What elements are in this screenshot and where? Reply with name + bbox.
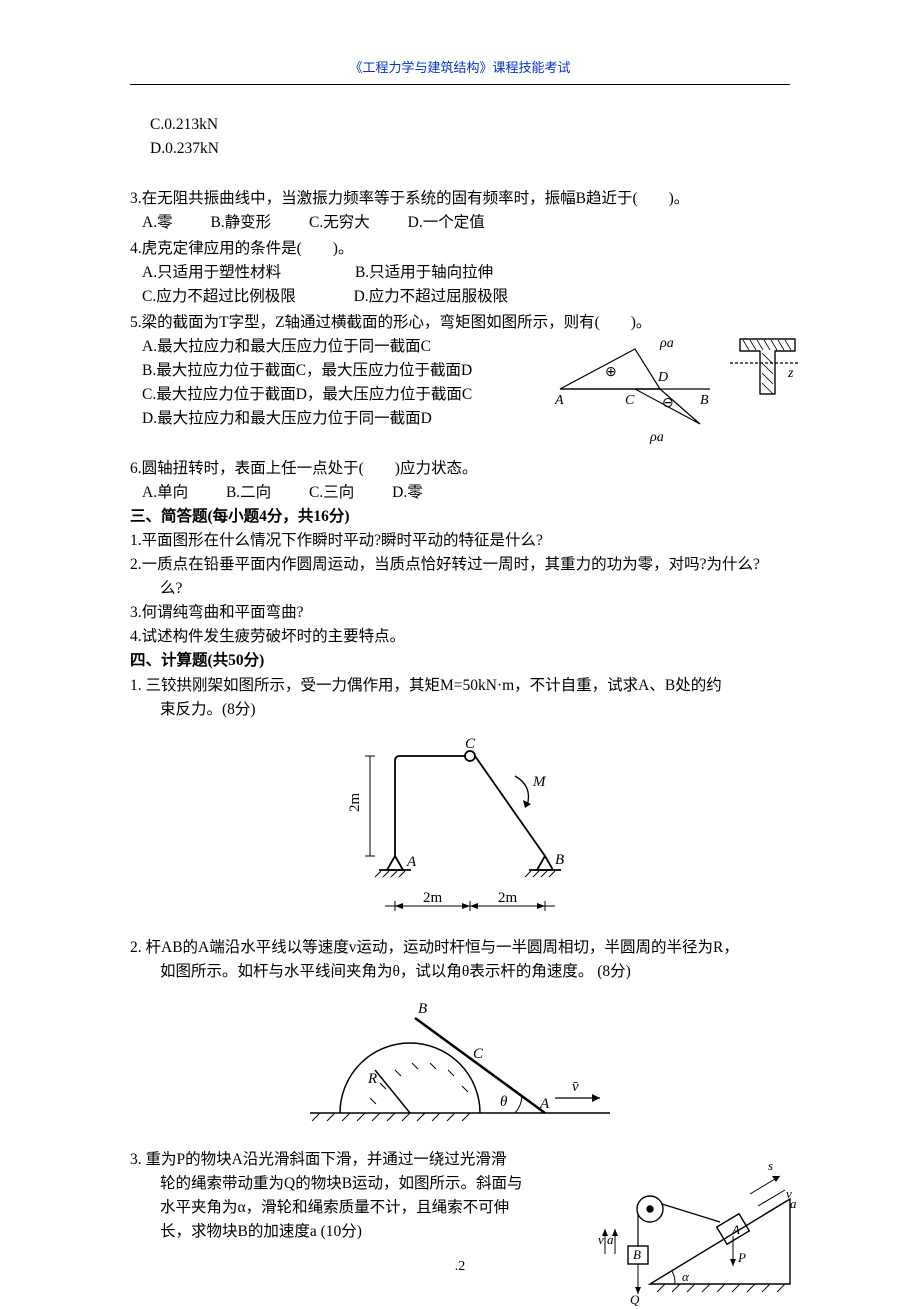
f2-th: θ	[500, 1094, 508, 1110]
q5-Bl: B	[700, 393, 709, 408]
f1-B: B	[555, 852, 564, 868]
f1-h: 2m	[347, 792, 363, 812]
q4-row2: C.应力不超过比例极限 D.应力不超过屈服极限	[130, 285, 790, 309]
f3-A: A	[731, 1222, 740, 1237]
q5-pa2: ρa	[649, 430, 664, 445]
f1-w2: 2m	[498, 890, 518, 906]
page-footer: .2	[0, 1256, 920, 1278]
sec3-q2: 2.一质点在铅垂平面内作圆周运动，当质点恰好转过一周时，其重力的功为零，对吗?为…	[130, 553, 790, 577]
q5-figure: ρa ⊕ ⊖ A C D B ρa	[550, 329, 800, 449]
q6-A: A.单向	[142, 481, 188, 505]
q6-C: C.三向	[309, 481, 354, 505]
q3-options: A.零 B.静变形 C.无穷大 D.一个定值	[130, 211, 790, 235]
sec4-q2l2: 如图所示。如杆与水平线间夹角为θ，试以角θ表示杆的角速度。 (8分)	[130, 960, 790, 984]
q5-C: C	[625, 393, 635, 408]
q4-D: D.应力不超过屈服极限	[354, 285, 509, 309]
sec4-fig2: R B C θ A v̄	[300, 988, 620, 1138]
q6-stem: 6.圆轴扭转时，表面上任一点处于( )应力状态。	[130, 457, 790, 481]
q6-D: D.零	[392, 481, 423, 505]
opt-c: C.0.213kN	[130, 113, 790, 137]
f2-B: B	[418, 1001, 427, 1017]
f3-Q: Q	[630, 1292, 640, 1307]
sec3-q1: 1.平面图形在什么情况下作瞬时平动?瞬时平动的特征是什么?	[130, 529, 790, 553]
f1-A: A	[406, 854, 417, 870]
sec4-q2l1: 2. 杆AB的A端沿水平线以等速度v运动，运动时杆恒与一半圆周相切，半圆周的半径…	[130, 936, 790, 960]
q3-C: C.无穷大	[309, 211, 370, 235]
page-header: 《工程力学与建筑结构》课程技能考试	[130, 58, 790, 85]
q3-A: A.零	[142, 211, 173, 235]
f3-a1: a	[790, 1196, 797, 1211]
sec4-q1l1: 1. 三铰拱刚架如图所示，受一力偶作用，其矩M=50kN·m，不计自重，试求A、…	[130, 674, 790, 698]
f2-A: A	[539, 1096, 550, 1112]
sec3-title: 三、简答题(每小题4分，共16分)	[130, 505, 790, 529]
q4-stem: 4.虎克定律应用的条件是( )。	[130, 237, 790, 261]
f3-va: v a	[598, 1232, 614, 1247]
f2-C: C	[473, 1046, 484, 1062]
sec4-fig1: C M A B 2m	[315, 726, 605, 926]
sec4-fig3: α A P s v a	[590, 1144, 800, 1309]
q5-D: D	[657, 370, 668, 385]
f1-C: C	[465, 736, 476, 752]
q3-D: D.一个定值	[408, 211, 485, 235]
q4-row1: A.只适用于塑性材料 B.只适用于轴向拉伸	[130, 261, 790, 285]
q3-stem: 3.在无阻共振曲线中，当激振力频率等于系统的固有频率时，振幅B趋近于( )。	[130, 187, 790, 211]
q6-B: B.二向	[226, 481, 271, 505]
f1-w1: 2m	[423, 890, 443, 906]
sec3-q3: 3.何谓纯弯曲和平面弯曲?	[130, 601, 790, 625]
sec4-title: 四、计算题(共50分)	[130, 649, 790, 673]
f1-M: M	[532, 774, 547, 790]
q4-B: B.只适用于轴向拉伸	[355, 261, 493, 285]
q4-C: C.应力不超过比例极限	[142, 285, 296, 309]
sec3-q2c: 么?	[130, 577, 790, 601]
q5-A: A	[554, 393, 564, 408]
q5-pa1: ρa	[659, 336, 674, 351]
q5-minus: ⊖	[662, 396, 674, 411]
sec3-q4: 4.试述构件发生疲劳破坏时的主要特点。	[130, 625, 790, 649]
opt-d: D.0.237kN	[130, 137, 790, 161]
sec4-q1l2: 束反力。(8分)	[130, 698, 790, 722]
q5-z: z	[787, 366, 794, 381]
q4-A: A.只适用于塑性材料	[142, 261, 281, 285]
q3-B: B.静变形	[210, 211, 271, 235]
q5-plus: ⊕	[605, 365, 617, 380]
f3-s: s	[768, 1158, 773, 1173]
f2-v: v̄	[572, 1079, 579, 1095]
q6-options: A.单向 B.二向 C.三向 D.零	[130, 481, 790, 505]
f2-R: R	[367, 1071, 377, 1087]
